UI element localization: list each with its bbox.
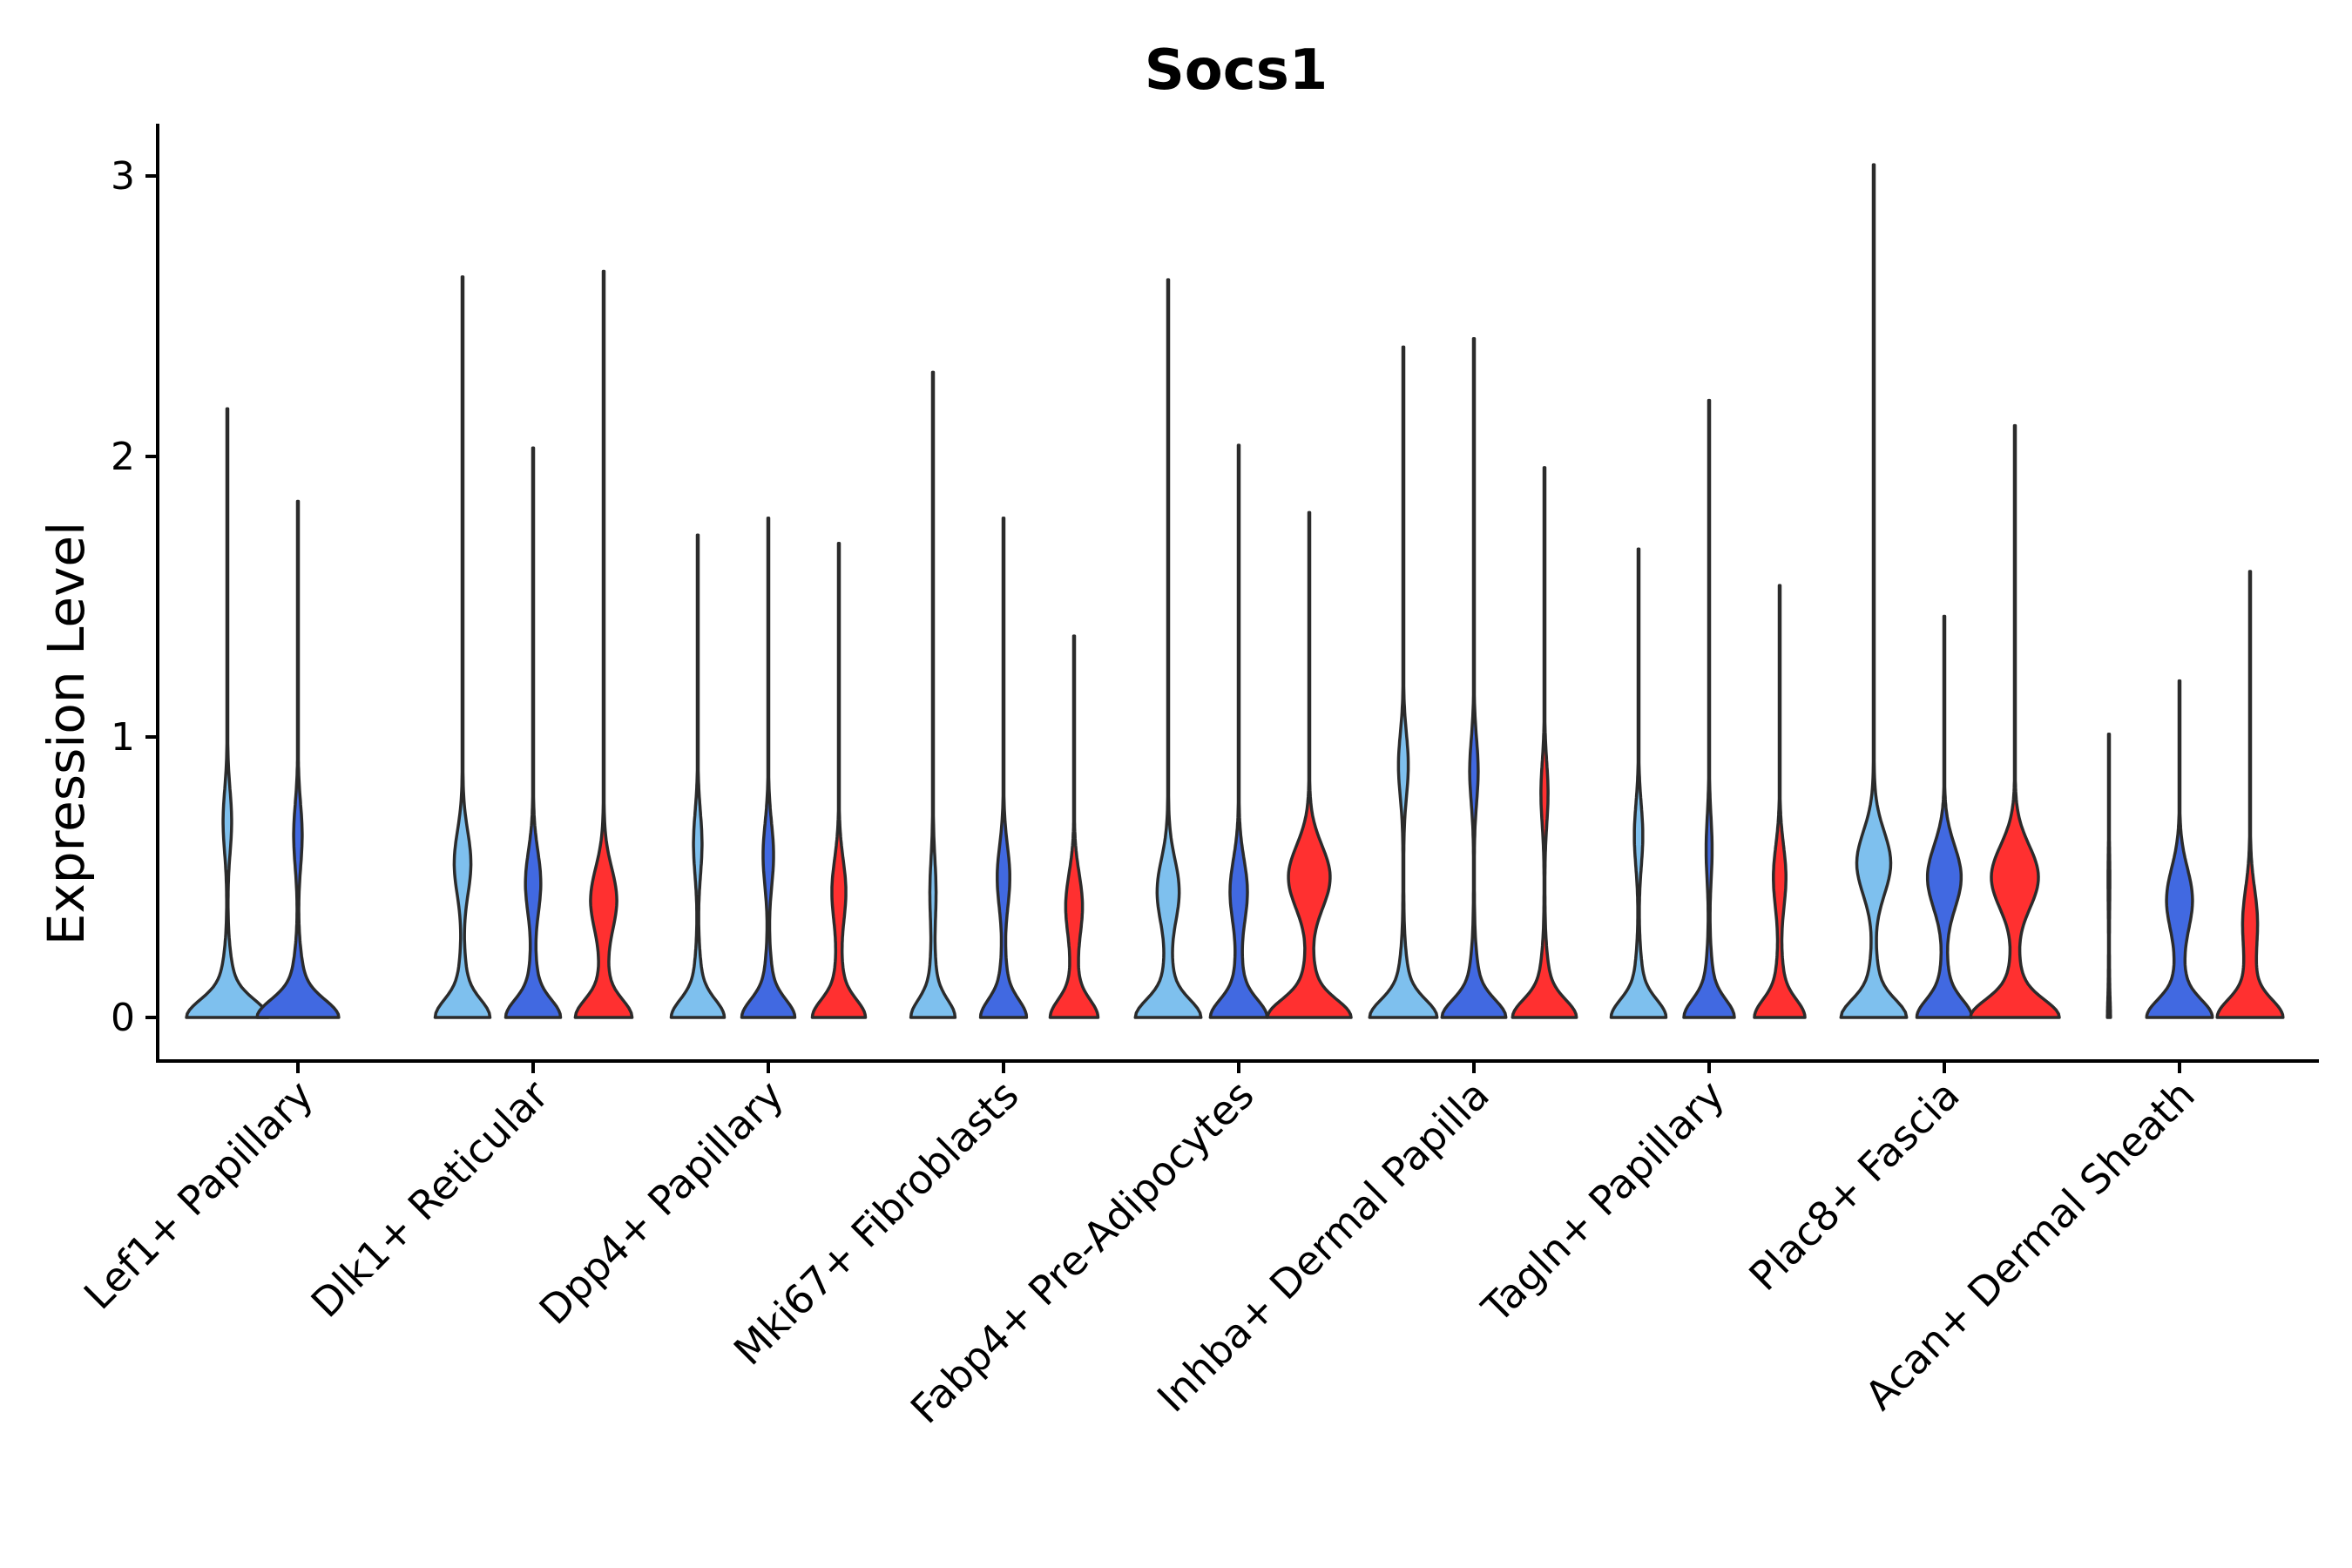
violin-group_c <box>1753 584 1807 1019</box>
violin-group_b <box>1682 398 1736 1019</box>
violin-group_c <box>1266 510 1353 1019</box>
violin-group_a <box>1368 345 1439 1019</box>
violin-group_a <box>185 407 270 1019</box>
violin-group_a <box>909 370 957 1019</box>
violin-group_c <box>1511 466 1578 1019</box>
y-tick-label: 1 <box>111 715 135 760</box>
violin-group_a <box>1609 547 1668 1019</box>
violin-layer <box>185 163 2285 1019</box>
violin-group_a <box>433 275 492 1019</box>
chart-title: Socs1 <box>1145 38 1328 103</box>
violin-group_a <box>1133 278 1203 1019</box>
violin-group_c <box>2215 570 2285 1019</box>
violin-group_b <box>255 499 341 1019</box>
violin-group_c <box>573 269 634 1019</box>
violin-group_b <box>1915 614 1974 1019</box>
violin-group_b <box>1440 337 1508 1019</box>
x-category-label: Plac8+ Fascia <box>1740 1071 1968 1300</box>
y-axis-label: Expression Level <box>37 522 96 945</box>
y-tick-label: 2 <box>111 435 135 479</box>
violin-group_a <box>1839 163 1909 1019</box>
x-category-label: Dlk1+ Reticular <box>302 1071 558 1327</box>
x-category-label: Lef1+ Papillary <box>75 1071 322 1319</box>
violin-group_b <box>504 446 563 1019</box>
violin-group_c <box>810 542 868 1019</box>
y-tick-label: 3 <box>111 154 135 199</box>
x-category-label: Dpp4+ Papillary <box>531 1071 793 1334</box>
violin-group_c <box>1969 423 2061 1019</box>
violin-group_a <box>669 533 727 1019</box>
y-tick-label: 0 <box>111 996 135 1040</box>
y-axis-ticks: 0 1 2 3 <box>111 154 158 1040</box>
violin-group_c <box>1048 634 1100 1019</box>
violin-group_b <box>978 517 1029 1019</box>
violin-group_a <box>2105 733 2112 1019</box>
violin-group_b <box>1208 443 1269 1019</box>
violin-group_b <box>2145 679 2214 1019</box>
x-category-label: Tagln+ Papillary <box>1472 1071 1734 1333</box>
violin-group_b <box>740 517 797 1019</box>
